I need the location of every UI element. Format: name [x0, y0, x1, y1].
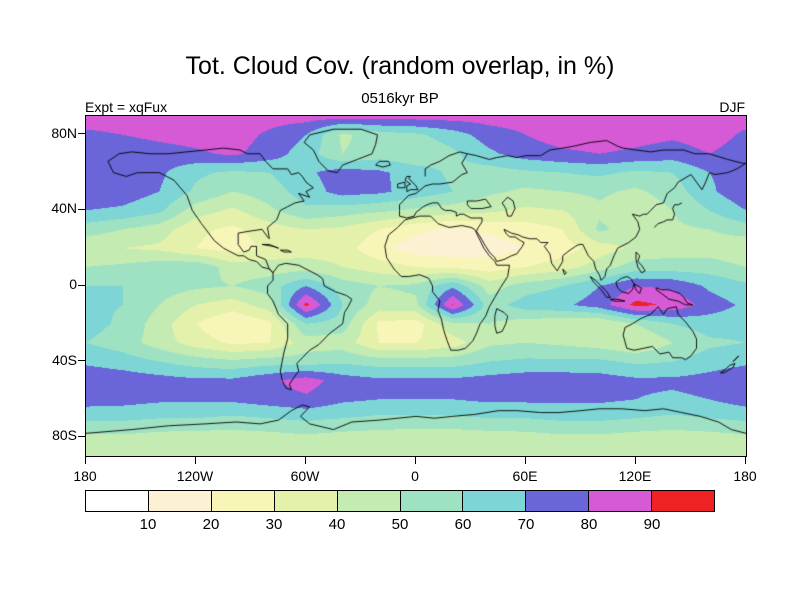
- colorbar-cells: [85, 490, 715, 512]
- colorbar-cell: [399, 491, 463, 511]
- y-axis-tick: [78, 360, 85, 362]
- colorbar-cell: [147, 491, 211, 511]
- y-axis-tick: [78, 435, 85, 437]
- y-axis-tick: [78, 284, 85, 286]
- x-axis-label: 120E: [618, 468, 652, 484]
- x-axis-label: 60W: [290, 468, 320, 484]
- colorbar: 10 20 30 40 50 60 70 80 90: [85, 490, 715, 550]
- y-axis-tick: [78, 208, 85, 210]
- x-axis-label: 0: [411, 468, 419, 484]
- x-axis-tick: [194, 457, 196, 464]
- colorbar-label: 70: [517, 516, 535, 533]
- colorbar-cell: [525, 491, 589, 511]
- map-plot: 80N 40N 0 40S 80S 180 120W 60W 0 60E 120E 180: [51, 115, 757, 484]
- x-axis-tick: [304, 457, 306, 464]
- x-axis-tick: [744, 457, 746, 464]
- y-axis-label: 40N: [51, 200, 77, 217]
- x-axis-label: 60E: [512, 468, 538, 484]
- season-label: DJF: [719, 99, 745, 115]
- colorbar-label: 80: [580, 516, 598, 533]
- colorbar-cell: [273, 491, 337, 511]
- chart-subtitle: 0516kyr BP: [361, 90, 439, 107]
- y-axis-label: 80N: [51, 124, 77, 141]
- colorbar-label: 90: [643, 516, 661, 533]
- experiment-label: Expt = xqFux: [85, 99, 168, 115]
- colorbar-label: 60: [454, 516, 472, 533]
- x-axis-label: 180: [73, 468, 97, 484]
- y-axis-label: 80S: [52, 427, 77, 444]
- x-axis-tick: [84, 457, 86, 464]
- x-axis-tick: [634, 457, 636, 464]
- colorbar-cell: [86, 491, 148, 511]
- colorbar-label: 40: [328, 516, 346, 533]
- colorbar-label: 30: [265, 516, 283, 533]
- colorbar-cell: [651, 491, 715, 511]
- y-axis-label: 0: [69, 276, 77, 292]
- colorbar-label: 10: [139, 516, 157, 533]
- y-axis-tick: [78, 133, 85, 135]
- x-axis-tick: [524, 457, 526, 464]
- colorbar-label: 50: [391, 516, 409, 533]
- colorbar-cell: [210, 491, 274, 511]
- x-axis-label: 180: [733, 468, 757, 484]
- x-axis-label: 120W: [176, 468, 214, 484]
- colorbar-label: 20: [202, 516, 220, 533]
- colorbar-cell: [462, 491, 526, 511]
- colorbar-cell: [588, 491, 652, 511]
- x-axis-tick: [414, 457, 416, 464]
- chart-title: Tot. Cloud Cov. (random overlap, in %): [185, 52, 615, 80]
- colorbar-cell: [336, 491, 400, 511]
- y-axis-label: 40S: [52, 351, 77, 368]
- map-canvas: [85, 115, 747, 457]
